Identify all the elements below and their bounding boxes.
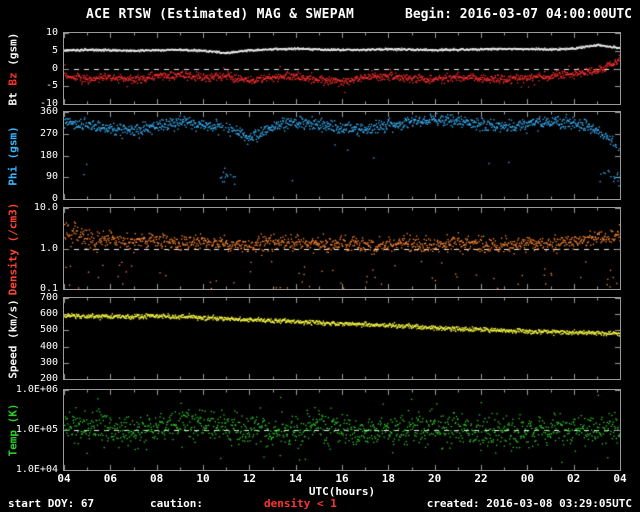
panel-speed [63,297,621,380]
y-axis-label-part: Temp (K) [6,403,20,457]
created-timestamp: created: 2016-03-08 03:29:05UTC [426,497,632,510]
y-tick-label: -5 [45,80,58,91]
phi-plot-canvas [64,112,620,199]
y-tick-label: 180 [39,150,58,161]
panel-bt-bz [63,32,621,105]
caution-label: caution: [150,497,203,510]
y-axis-label-density: Density (/cm3) [7,202,20,295]
panel-density [63,207,621,290]
panel-temp [63,389,621,471]
x-tick-label: 02 [567,472,581,485]
x-tick-label: 14 [289,472,303,485]
x-tick-label: 08 [150,472,164,485]
x-axis-title: UTC(hours) [308,485,376,498]
x-tick-label: 10 [196,472,210,485]
y-tick-label: 5 [51,45,58,56]
y-tick-label: 270 [39,128,58,139]
x-tick-label: 12 [242,472,256,485]
y-tick-label: 0 [51,63,58,74]
y-tick-label: 360 [39,106,58,117]
bt-bz-plot-canvas [64,33,620,104]
y-axis-label-temp: Temp (K) [7,404,20,457]
y-tick-label: 0.1 [39,283,58,294]
y-axis-label-part: Bz [6,71,20,86]
start-doy-label: start DOY: 67 [8,497,95,510]
y-axis-label-phi: Phi (gsm) [7,126,20,186]
x-tick-label: 00 [520,472,534,485]
x-tick-label: 06 [103,472,117,485]
panel-phi [63,111,621,200]
y-tick-label: 1.0E+05 [15,424,58,435]
y-axis-label-bt-bz: Bt Bz (gsm) [7,32,20,105]
y-tick-label: 1.0E+06 [15,384,58,395]
y-axis-label-speed: Speed (km/s) [7,299,20,378]
y-tick-label: 1.0E+04 [15,464,58,475]
y-axis-label-part: Speed (km/s) [6,298,20,379]
y-tick-label: 10.0 [33,202,58,213]
x-tick-label: 22 [474,472,488,485]
y-tick-label: 600 [39,308,58,319]
x-tick-label: 04 [57,472,71,485]
y-tick-label: 300 [39,357,58,368]
caution-value: density < 1 [264,497,337,510]
y-tick-label: 0 [51,193,58,204]
y-axis-label-part: (gsm) [6,32,20,72]
temp-plot-canvas [64,390,620,470]
y-axis-label-part: Phi (gsm) [6,125,20,186]
y-axis-label-part: Bt [6,85,20,105]
y-tick-label: 10 [45,27,58,38]
x-tick-label: 20 [428,472,442,485]
x-tick-label: 18 [381,472,395,485]
x-tick-label: 04 [613,472,627,485]
y-tick-label: 500 [39,324,58,335]
y-tick-label: 400 [39,341,58,352]
density-plot-canvas [64,208,620,289]
x-tick-label: 16 [335,472,349,485]
y-axis-label-part: Density (/cm3) [6,202,20,295]
y-tick-label: 700 [39,292,58,303]
y-tick-label: 200 [39,373,58,384]
begin-timestamp: Begin: 2016-03-07 04:00:00UTC [405,7,632,22]
plot-title: ACE RTSW (Estimated) MAG & SWEPAM [86,7,355,22]
y-tick-label: -10 [39,98,58,109]
y-tick-label: 1.0 [39,243,58,254]
y-tick-label: 90 [45,171,58,182]
speed-plot-canvas [64,298,620,379]
